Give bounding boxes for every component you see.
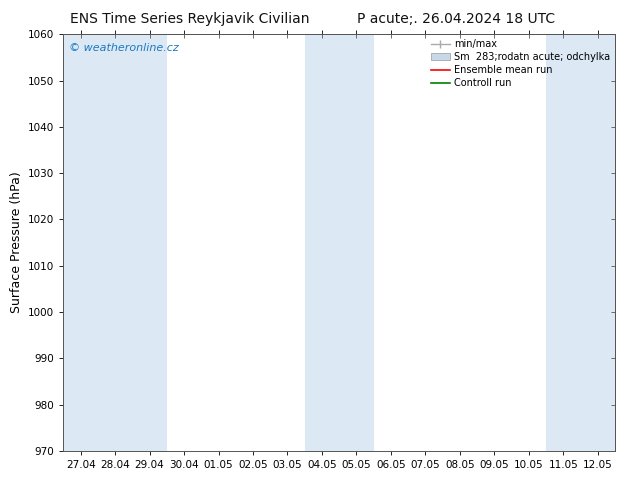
Y-axis label: Surface Pressure (hPa): Surface Pressure (hPa) xyxy=(10,172,23,314)
Bar xyxy=(305,34,339,451)
Bar xyxy=(98,34,133,451)
Bar xyxy=(339,34,373,451)
Legend: min/max, Sm  283;rodatn acute; odchylka, Ensemble mean run, Controll run: min/max, Sm 283;rodatn acute; odchylka, … xyxy=(430,39,610,88)
Bar xyxy=(63,34,98,451)
Bar xyxy=(546,34,581,451)
Text: P acute;. 26.04.2024 18 UTC: P acute;. 26.04.2024 18 UTC xyxy=(358,12,555,26)
Text: ENS Time Series Reykjavik Civilian: ENS Time Series Reykjavik Civilian xyxy=(70,12,310,26)
Text: © weatheronline.cz: © weatheronline.cz xyxy=(69,43,179,52)
Bar xyxy=(133,34,167,451)
Bar xyxy=(581,34,615,451)
